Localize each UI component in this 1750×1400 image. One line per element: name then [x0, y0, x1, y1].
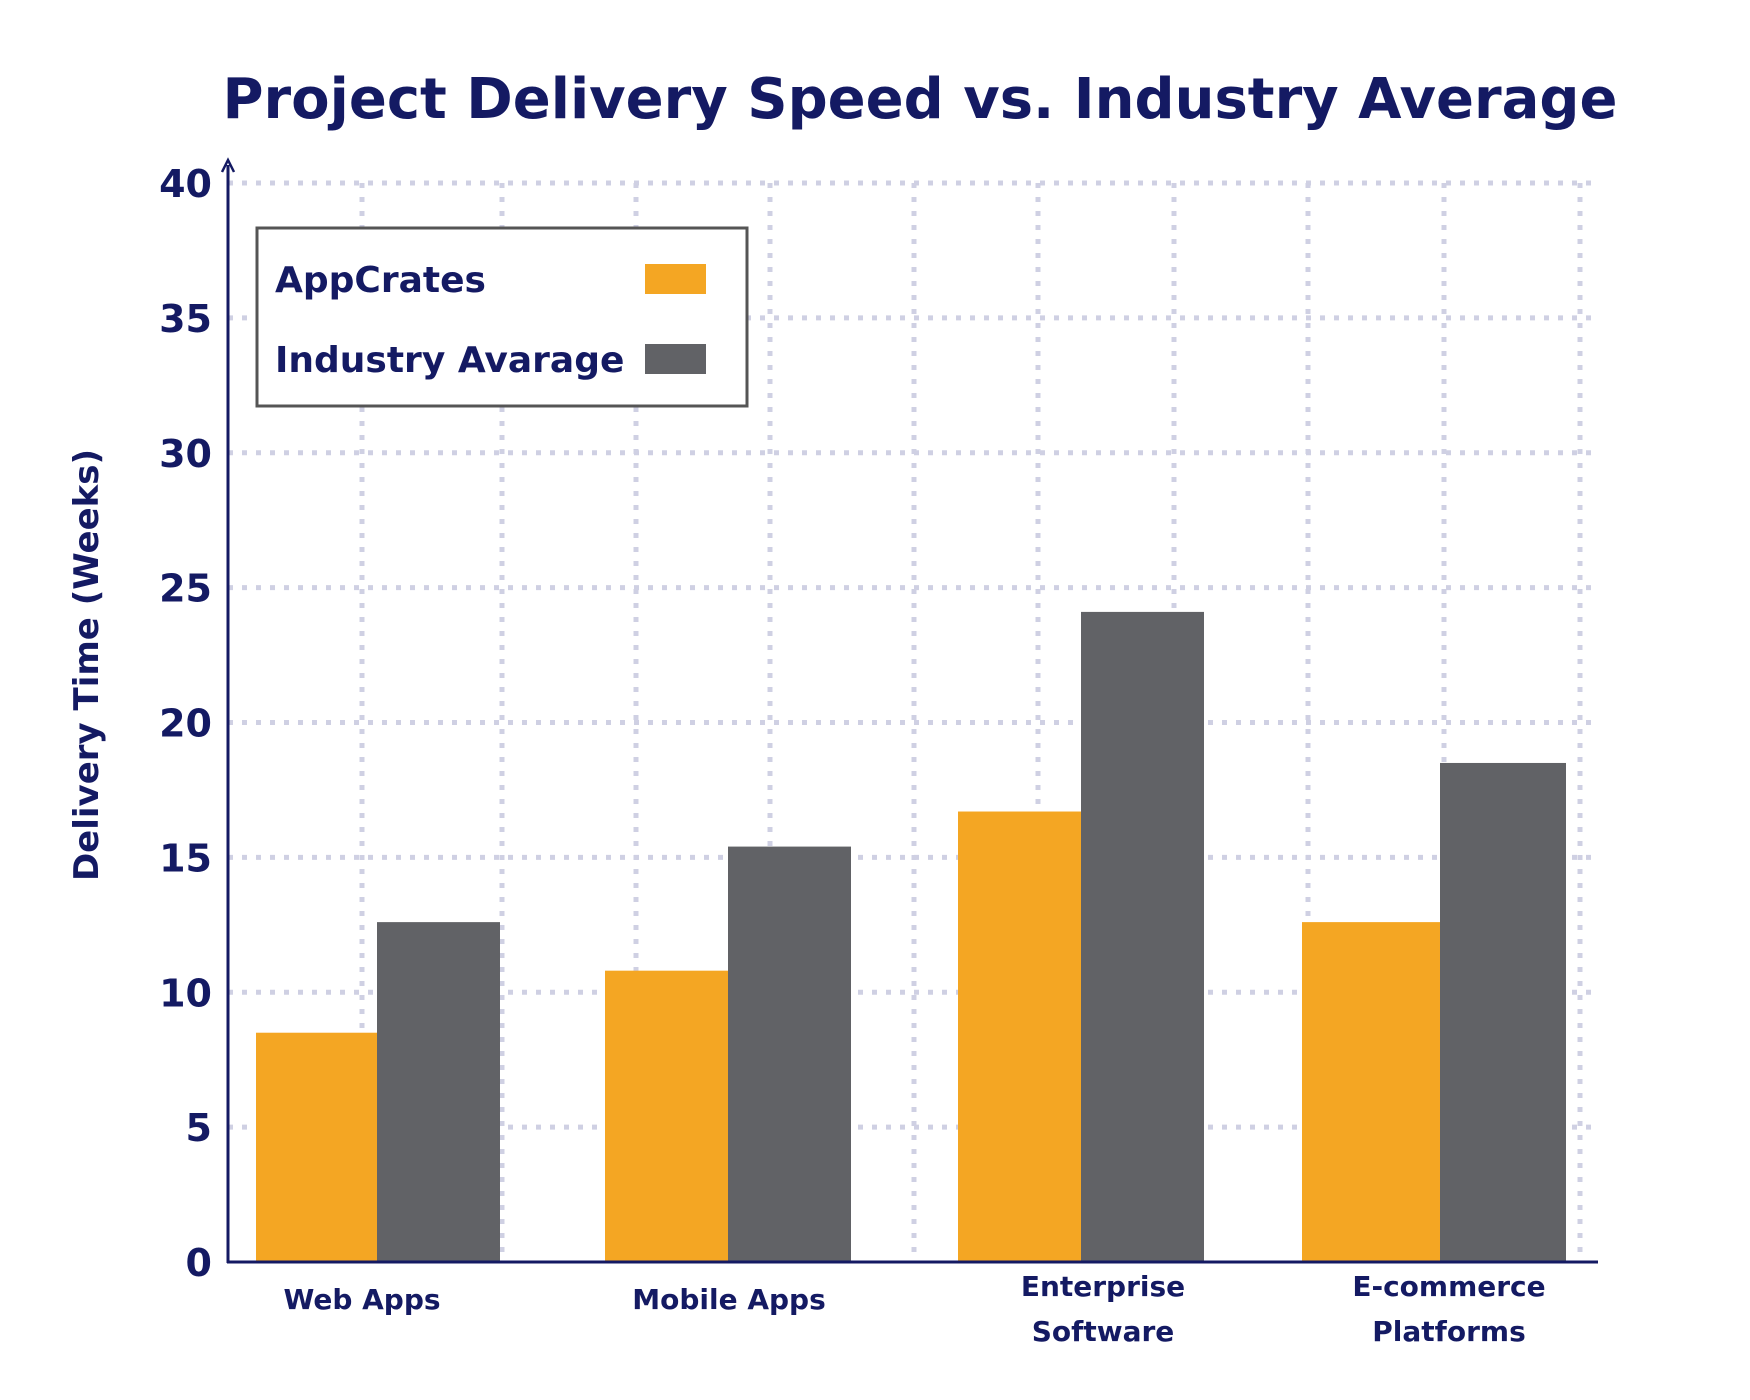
y-tick-label: 20 — [159, 702, 212, 746]
x-tick-label: Web Apps — [283, 1283, 440, 1316]
legend: AppCrates Industry Avarage — [255, 226, 749, 408]
y-tick-label: 15 — [159, 836, 212, 880]
y-tick-label: 5 — [186, 1106, 212, 1150]
legend-swatch — [645, 344, 706, 374]
y-tick-label: 10 — [159, 971, 212, 1015]
bar-industry-average — [728, 846, 851, 1262]
chart-title: Project Delivery Speed vs. Industry Aver… — [223, 67, 1618, 132]
x-tick-label: Mobile Apps — [632, 1283, 826, 1316]
bar-industry-average — [1081, 611, 1204, 1262]
bar-appcrates — [605, 970, 728, 1262]
legend-label: AppCrates — [275, 260, 486, 301]
y-axis-arrow — [220, 157, 236, 173]
x-tick-label: Software — [1032, 1315, 1175, 1348]
y-tick-labels: 0 5 10 15 20 25 30 35 40 — [159, 162, 212, 1285]
y-tick-label: 0 — [186, 1241, 212, 1285]
legend-box — [255, 226, 749, 408]
x-tick-label: E-commerce — [1352, 1270, 1545, 1303]
x-tick-label: Platforms — [1372, 1315, 1525, 1348]
y-tick-label: 35 — [159, 297, 212, 341]
bars — [256, 611, 1566, 1262]
x-tick-labels: Web Apps Mobile Apps Enterprise Software E-c… — [283, 1270, 1545, 1348]
bar-industry-average — [377, 922, 500, 1262]
bar-industry-average — [1440, 762, 1566, 1262]
legend-label: Industry Avarage — [275, 340, 624, 381]
y-tick-label: 40 — [159, 162, 212, 206]
bar-appcrates — [256, 1032, 377, 1262]
legend-swatch — [645, 264, 706, 294]
y-axis-label: Delivery Time (Weeks) — [67, 449, 107, 881]
x-tick-label: Enterprise — [1021, 1270, 1185, 1303]
bar-appcrates — [958, 811, 1081, 1262]
y-tick-label: 30 — [159, 432, 212, 476]
bar-appcrates — [1302, 922, 1440, 1262]
y-tick-label: 25 — [159, 567, 212, 611]
axes — [220, 157, 1598, 1264]
